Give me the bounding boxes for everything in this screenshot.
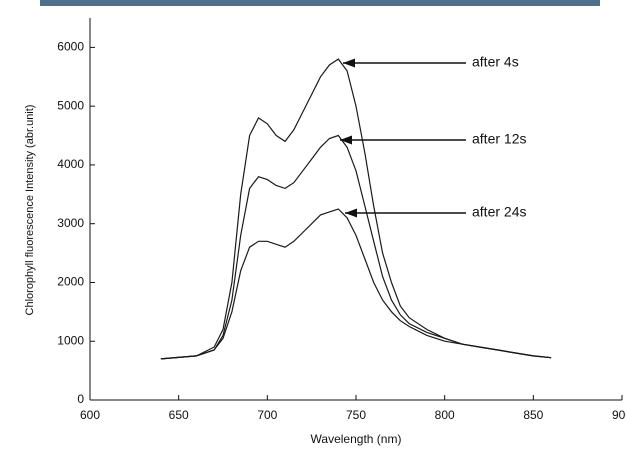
legend-label: after 4s [472, 54, 519, 70]
x-tick-label: 750 [346, 408, 366, 422]
y-tick-label: 5000 [57, 98, 84, 112]
x-tick-label: 900 [612, 408, 626, 422]
legend-label: after 12s [472, 131, 526, 147]
series-line [160, 134, 552, 360]
y-tick-label: 0 [77, 392, 84, 406]
legend-label: after 24s [472, 204, 526, 220]
y-tick-label: 2000 [57, 275, 84, 289]
x-axis-label: Wavelength (nm) [311, 432, 402, 446]
x-tick-label: 700 [257, 408, 277, 422]
x-tick-label: 800 [435, 408, 455, 422]
y-tick-label: 3000 [57, 216, 84, 230]
banner-strip [40, 0, 600, 6]
y-axis-label: Chlorophyll fluorescence Intensity (abr.… [24, 105, 36, 316]
series-line [160, 208, 552, 360]
x-tick-label: 600 [80, 408, 100, 422]
x-tick-label: 650 [169, 408, 189, 422]
y-tick-label: 4000 [57, 157, 84, 171]
y-tick-label: 1000 [57, 333, 84, 347]
x-tick-label: 850 [523, 408, 543, 422]
y-tick-label: 6000 [57, 40, 84, 54]
